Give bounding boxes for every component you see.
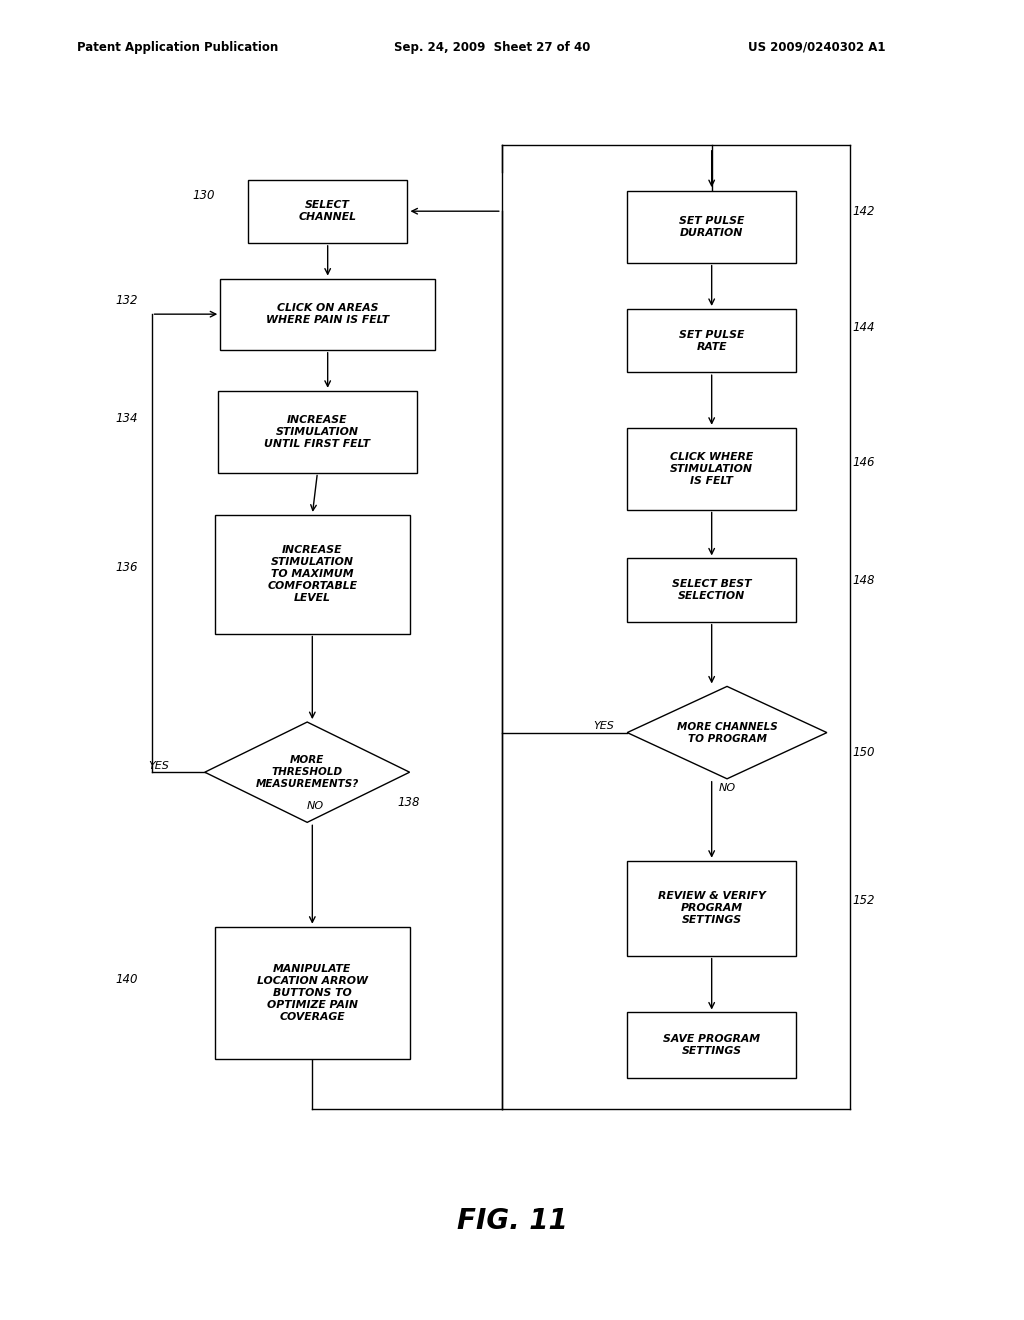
Text: MANIPULATE
LOCATION ARROW
BUTTONS TO
OPTIMIZE PAIN
COVERAGE: MANIPULATE LOCATION ARROW BUTTONS TO OPT… (257, 964, 368, 1022)
Text: SELECT
CHANNEL: SELECT CHANNEL (299, 201, 356, 222)
Text: 136: 136 (116, 561, 138, 574)
Text: YES: YES (148, 760, 169, 771)
Text: SET PULSE
DURATION: SET PULSE DURATION (679, 216, 744, 238)
Text: NO: NO (307, 801, 324, 812)
Text: 142: 142 (852, 205, 874, 218)
Text: SAVE PROGRAM
SETTINGS: SAVE PROGRAM SETTINGS (664, 1035, 760, 1056)
FancyBboxPatch shape (215, 927, 410, 1059)
Text: 146: 146 (852, 455, 874, 469)
Text: CLICK ON AREAS
WHERE PAIN IS FELT: CLICK ON AREAS WHERE PAIN IS FELT (266, 304, 389, 325)
Text: Patent Application Publication: Patent Application Publication (77, 41, 279, 54)
Text: MORE CHANNELS
TO PROGRAM: MORE CHANNELS TO PROGRAM (677, 722, 777, 743)
Text: 150: 150 (852, 746, 874, 759)
Text: FIG. 11: FIG. 11 (457, 1206, 567, 1236)
Text: INCREASE
STIMULATION
UNTIL FIRST FELT: INCREASE STIMULATION UNTIL FIRST FELT (264, 414, 371, 449)
FancyBboxPatch shape (215, 515, 410, 634)
Text: REVIEW & VERIFY
PROGRAM
SETTINGS: REVIEW & VERIFY PROGRAM SETTINGS (657, 891, 766, 925)
Text: SET PULSE
RATE: SET PULSE RATE (679, 330, 744, 351)
Polygon shape (205, 722, 410, 822)
FancyBboxPatch shape (627, 309, 797, 372)
FancyBboxPatch shape (627, 558, 797, 622)
Text: NO: NO (719, 783, 735, 793)
FancyBboxPatch shape (217, 391, 418, 473)
Text: YES: YES (594, 721, 614, 731)
Text: 144: 144 (852, 321, 874, 334)
FancyBboxPatch shape (627, 861, 797, 956)
Text: US 2009/0240302 A1: US 2009/0240302 A1 (748, 41, 885, 54)
Text: 132: 132 (116, 294, 138, 308)
Text: 140: 140 (116, 973, 138, 986)
Text: 138: 138 (397, 796, 420, 809)
Polygon shape (627, 686, 827, 779)
Text: CLICK WHERE
STIMULATION
IS FELT: CLICK WHERE STIMULATION IS FELT (670, 451, 754, 486)
Text: Sep. 24, 2009  Sheet 27 of 40: Sep. 24, 2009 Sheet 27 of 40 (394, 41, 591, 54)
Text: 130: 130 (193, 189, 215, 202)
Text: 134: 134 (116, 412, 138, 425)
FancyBboxPatch shape (627, 191, 797, 263)
FancyBboxPatch shape (248, 180, 407, 243)
Text: 148: 148 (852, 574, 874, 587)
Text: INCREASE
STIMULATION
TO MAXIMUM
COMFORTABLE
LEVEL: INCREASE STIMULATION TO MAXIMUM COMFORTA… (267, 545, 357, 603)
FancyBboxPatch shape (627, 1012, 797, 1078)
Text: 152: 152 (852, 894, 874, 907)
FancyBboxPatch shape (627, 428, 797, 510)
Text: MORE
THRESHOLD
MEASUREMENTS?: MORE THRESHOLD MEASUREMENTS? (256, 755, 358, 789)
Text: SELECT BEST
SELECTION: SELECT BEST SELECTION (672, 579, 752, 601)
FancyBboxPatch shape (220, 279, 435, 350)
